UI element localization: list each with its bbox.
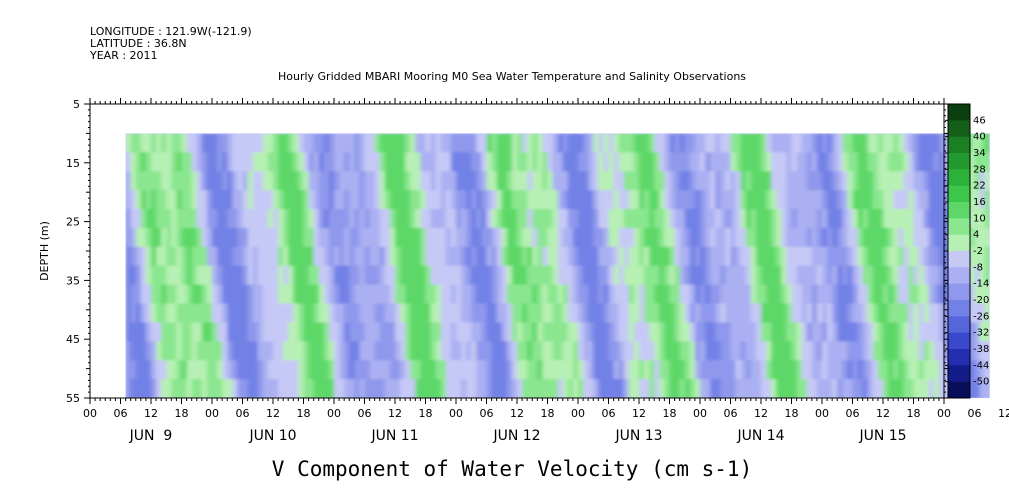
year-label: YEAR : 2011: [89, 49, 158, 62]
colorbar-swatch: [948, 381, 970, 399]
day-label: JUN 10: [248, 428, 296, 444]
x-tick-label: 18: [907, 407, 921, 420]
colorbar-label: -32: [973, 328, 989, 339]
x-tick-label: 18: [663, 407, 677, 420]
x-tick-label: 06: [114, 407, 128, 420]
colorbar-swatch: [948, 120, 970, 138]
y-axis: 5 15 25 35 45 55: [66, 98, 950, 405]
y-tick-label: 5: [73, 98, 80, 111]
x-axis: 00 06 12 18 00 06 12 18 00 06 12 18 00 06 12 18 00 06 12 18…: [83, 98, 1009, 420]
colorbar-swatch: [948, 202, 970, 219]
y-axis-label: DEPTH (m): [38, 221, 51, 281]
x-tick-label: 06: [968, 407, 982, 420]
colorbar-swatch: [948, 153, 970, 170]
colorbar-label: 40: [973, 132, 986, 143]
day-label: JUN 9: [129, 428, 173, 444]
x-tick-label: 18: [785, 407, 799, 420]
x-tick-label: 06: [358, 407, 372, 420]
y-tick-label: 45: [66, 333, 80, 346]
chart-title: Hourly Gridded MBARI Mooring M0 Sea Wate…: [278, 70, 746, 83]
colorbar-swatch: [948, 169, 970, 187]
x-tick-label: 06: [480, 407, 494, 420]
x-tick-label: 18: [419, 407, 433, 420]
x-tick-label: 00: [205, 407, 219, 420]
x-tick-label: 06: [846, 407, 860, 420]
x-tick-label: 12: [388, 407, 402, 420]
x-tick-label: 12: [266, 407, 280, 420]
colorbar-swatch: [948, 104, 970, 121]
day-label: JUN 11: [370, 428, 418, 444]
x-tick-label: 12: [144, 407, 158, 420]
day-labels: JUN 9 JUN 10 JUN 11 JUN 12 JUN 13 JUN 14 JUN 1…: [129, 428, 907, 444]
colorbar-label: -14: [973, 279, 989, 290]
y-tick-label: 55: [66, 392, 80, 405]
colorbar-label: -50: [973, 377, 989, 388]
colorbar-label: 22: [973, 181, 986, 192]
colorbar-swatch: [948, 251, 970, 268]
colorbar-label: -38: [973, 344, 989, 355]
colorbar-label: 4: [973, 230, 979, 241]
colorbar-swatch: [948, 234, 970, 252]
latitude-label: LATITUDE : 36.8N: [90, 37, 187, 50]
colorbar: 46 40 34 28 22 16 10 4 -2 -8 -14 -20 -26 -32 -38 -44 -50: [945, 103, 989, 399]
colorbar-swatch: [948, 267, 970, 285]
day-label: JUN 15: [858, 428, 906, 444]
colorbar-label: -26: [973, 311, 989, 322]
colorbar-swatch: [948, 300, 970, 317]
x-tick-label: 06: [602, 407, 616, 420]
y-tick-label: 35: [66, 274, 80, 287]
colorbar-label: 16: [973, 197, 986, 208]
day-label: JUN 12: [492, 428, 540, 444]
x-tick-label: 12: [876, 407, 890, 420]
colorbar-swatch: [948, 185, 970, 203]
colorbar-swatch: [948, 218, 970, 236]
longitude-label: LONGITUDE : 121.9W(-121.9): [90, 25, 252, 38]
x-tick-label: 12: [632, 407, 646, 420]
x-tick-label: 18: [541, 407, 555, 420]
colorbar-label: 28: [973, 164, 986, 175]
x-tick-label: 00: [693, 407, 707, 420]
x-tick-label: 12: [998, 407, 1009, 420]
velocity-field: [125, 133, 990, 398]
x-tick-label: 06: [724, 407, 738, 420]
x-tick-label: 00: [571, 407, 585, 420]
x-tick-label: 00: [449, 407, 463, 420]
x-tick-label: 00: [83, 407, 97, 420]
colorbar-swatch: [948, 349, 970, 366]
variable-title: V Component of Water Velocity (cm s-1): [272, 457, 752, 481]
x-tick-label: 18: [297, 407, 311, 420]
colorbar-label: -44: [973, 360, 989, 371]
colorbar-label: -20: [973, 295, 989, 306]
x-tick-label: 12: [510, 407, 524, 420]
colorbar-swatch: [948, 332, 970, 350]
colorbar-label: 46: [973, 115, 986, 126]
colorbar-swatch: [948, 283, 970, 301]
colorbar-swatch: [948, 136, 970, 154]
x-tick-label: 00: [815, 407, 829, 420]
colorbar-label: 10: [973, 213, 986, 224]
x-tick-label: 18: [175, 407, 189, 420]
x-tick-label: 12: [754, 407, 768, 420]
day-label: JUN 14: [736, 428, 784, 444]
colorbar-swatch: [948, 316, 970, 334]
colorbar-label: 34: [973, 148, 986, 159]
colorbar-label: -2: [973, 246, 983, 257]
y-tick-label: 15: [66, 157, 80, 170]
x-tick-label: 00: [327, 407, 341, 420]
y-tick-label: 25: [66, 216, 80, 229]
day-label: JUN 13: [614, 428, 662, 444]
colorbar-swatch: [948, 365, 970, 383]
x-tick-label: 00: [937, 407, 951, 420]
colorbar-label: -8: [973, 262, 983, 273]
x-tick-label: 06: [236, 407, 250, 420]
